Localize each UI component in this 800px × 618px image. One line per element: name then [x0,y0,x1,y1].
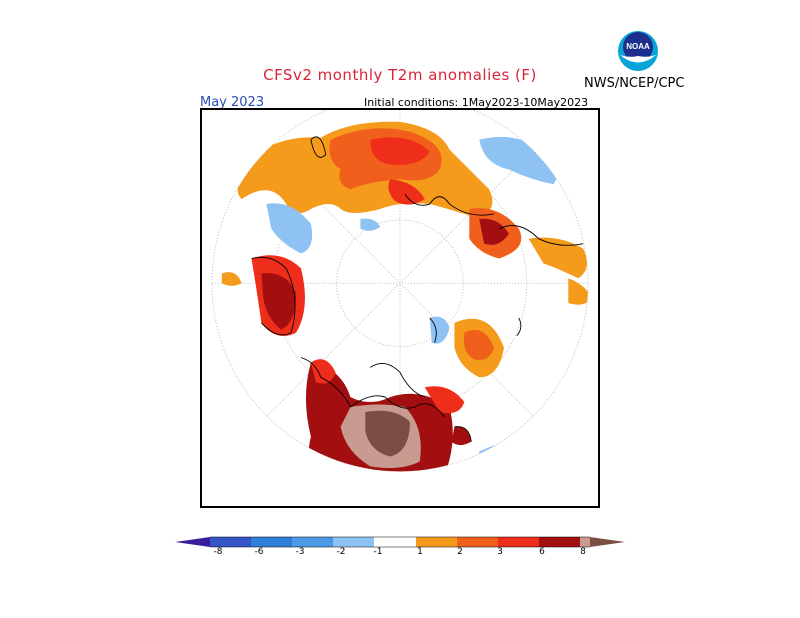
chart-title: CFSv2 monthly T2m anomalies (F) [263,66,537,84]
colorbar-swatch-4 [292,537,333,547]
forecast-month: May 2023 [200,95,265,110]
coastlines [251,136,584,442]
colorbar-tick: -3 [295,547,305,557]
colorbar-tick: 8 [580,547,586,557]
polar-map [211,110,589,472]
colorbar-swatch-1 [175,537,210,547]
colorbar-tick: -2 [336,547,346,557]
noaa-logo: NOAA [618,31,658,71]
initial-conditions: Initial conditions: 1May2023-10May2023 [364,96,589,109]
org-label: NWS/NCEP/CPC [584,76,685,91]
colorbar-tick: 2 [457,547,463,557]
colorbar-tick: -8 [213,547,223,557]
colorbar-swatch-7 [416,537,457,547]
colorbar-swatch-12 [590,537,625,547]
svg-text:NOAA: NOAA [626,42,650,51]
colorbar-tick: 6 [539,547,545,557]
colorbar-swatch-10 [539,537,580,547]
colorbar-tick: -6 [254,547,264,557]
colorbar-swatch-3 [251,537,292,547]
colorbar-swatch-2 [210,537,251,547]
colorbar-swatch-5 [333,537,374,547]
map-frame [200,108,600,508]
colorbar [175,536,625,548]
colorbar-tick: 1 [417,547,423,557]
colorbar-tick: -1 [373,547,383,557]
colorbar-swatch-6 [374,537,416,547]
colorbar-swatch-8 [457,537,498,547]
colorbar-swatch-9 [498,537,539,547]
colorbar-tick: 3 [497,547,503,557]
colorbar-swatch-11 [580,537,590,547]
anomaly-field [221,121,589,472]
